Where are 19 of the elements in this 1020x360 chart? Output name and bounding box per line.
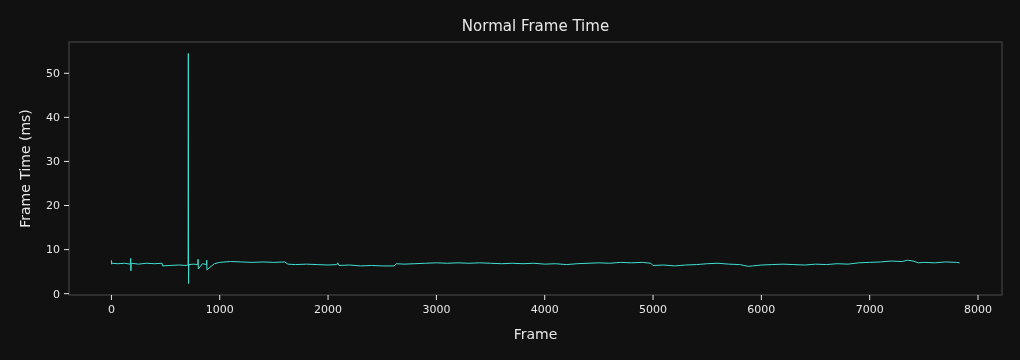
x-tick-label: 8000 (964, 303, 993, 316)
x-tick-label: 7000 (855, 303, 884, 316)
x-axis-title: Frame (513, 326, 558, 342)
x-tick-label: 4000 (530, 303, 559, 316)
x-tick-label: 2000 (314, 303, 343, 316)
line-series (110, 52, 961, 285)
x-tick-label: 6000 (747, 303, 776, 316)
x-tick-label: 1000 (205, 303, 234, 316)
y-tick-label: 40 (46, 111, 60, 125)
y-tick-label: 10 (46, 243, 60, 257)
y-axis-title: Frame Time (ms) (17, 109, 33, 228)
y-tick-label: 0 (53, 287, 60, 301)
x-tick-label: 0 (107, 303, 115, 316)
y-tick-label: 50 (46, 67, 60, 81)
x-tick-label: 5000 (639, 303, 668, 316)
x-tick-label: 3000 (422, 303, 451, 316)
y-tick-label: 30 (46, 155, 60, 169)
chart-title: Normal Frame Time (461, 17, 610, 35)
y-tick-label: 20 (46, 199, 60, 213)
